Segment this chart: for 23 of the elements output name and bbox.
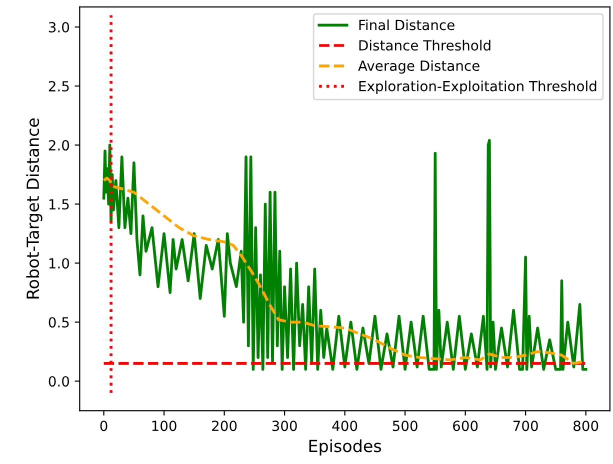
x-tick-label: 300 <box>272 420 297 432</box>
x-axis-title: Episodes <box>309 439 382 456</box>
x-tick-label: 0 <box>100 420 108 432</box>
x-tick-label: 600 <box>453 420 478 432</box>
y-tick-label: 3.0 <box>48 22 70 32</box>
legend-label: Final Distance <box>359 19 454 30</box>
x-tick-label: 100 <box>152 420 176 432</box>
y-axis-title: Robot-Target Distance <box>26 118 42 298</box>
y-tick-label: 1.0 <box>49 258 70 269</box>
y-tick-label: 2.5 <box>48 81 69 92</box>
y-tick-label: 1.5 <box>49 199 69 210</box>
x-tick-label: 400 <box>332 420 358 432</box>
x-tick-label: 500 <box>392 420 418 432</box>
y-tick-label: 0.0 <box>48 376 70 387</box>
x-tick-label: 700 <box>513 420 538 432</box>
x-tick-label: 800 <box>574 420 598 432</box>
legend-label: Average Distance <box>358 60 480 74</box>
y-tick-label: 2.0 <box>48 140 70 151</box>
legend-label: Distance Threshold <box>359 40 490 51</box>
y-tick-label: 0.5 <box>48 317 69 328</box>
line-series <box>102 138 588 371</box>
x-tick-label: 200 <box>212 420 237 432</box>
legend-label: Exploration-Exploitation Threshold <box>359 80 596 94</box>
